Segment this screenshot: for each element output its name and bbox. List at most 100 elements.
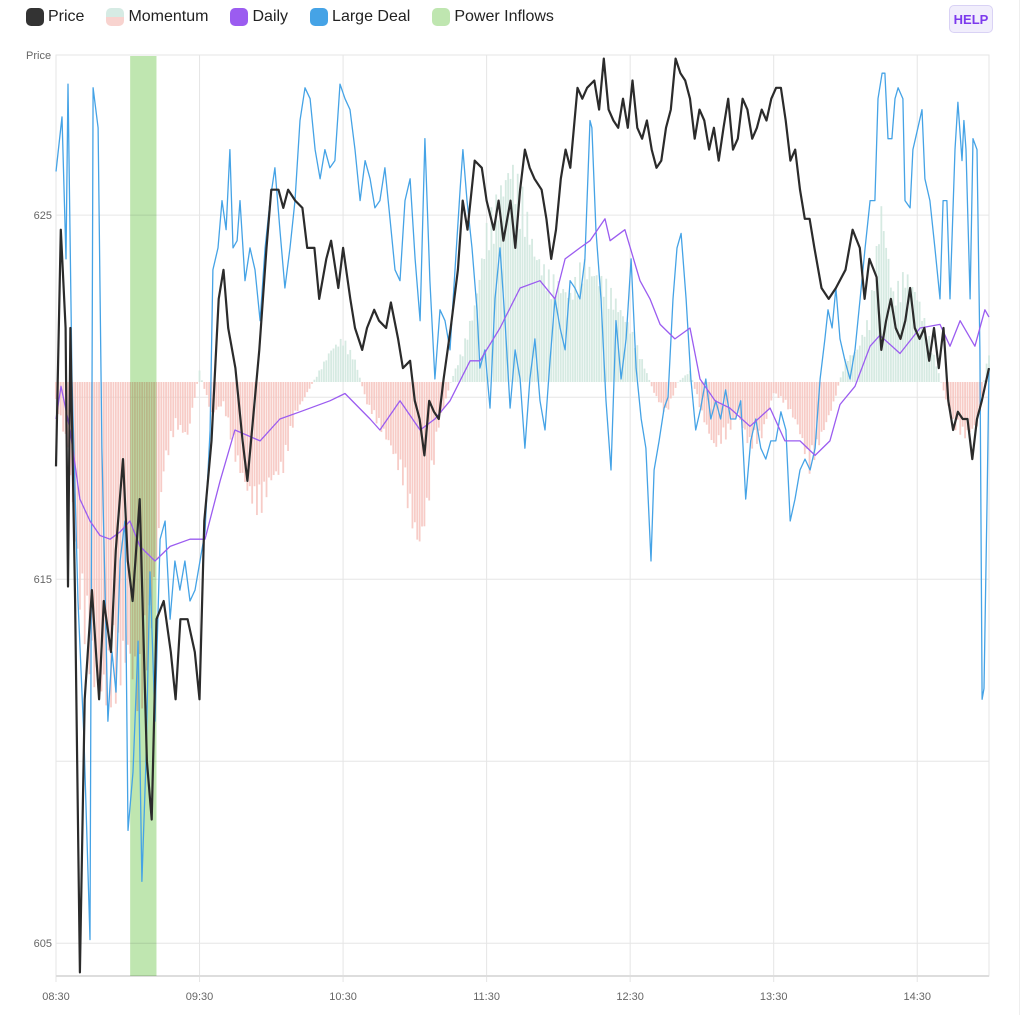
momentum-bar [361,382,364,387]
momentum-bar [88,382,91,675]
momentum-bar [330,350,333,382]
momentum-bar [906,274,909,382]
price-line [54,57,991,974]
y-axis-title: Price [26,50,51,62]
momentum-bar [323,361,325,382]
momentum-bar [184,382,187,433]
momentum-bar [880,206,883,382]
momentum-bar [248,382,251,487]
momentum-bar [454,368,457,382]
momentum-bar [193,382,196,398]
momentum-bar [674,382,677,388]
momentum-bar [179,382,182,425]
momentum-bar [332,348,335,382]
momentum-bar [868,330,871,382]
legend-item-daily[interactable]: Daily [230,8,288,26]
momentum-bar [605,278,608,382]
momentum-bar [595,275,598,382]
momentum-bar [189,382,191,424]
momentum-bar [461,356,464,382]
momentum-bar [406,382,409,509]
momentum-bar [765,382,768,419]
momentum-bar [256,382,258,516]
momentum-bar [870,290,873,382]
momentum-bar [210,382,213,413]
momentum-bar [528,244,531,382]
power-inflows-swatch-icon [432,8,451,26]
momentum-bar [672,382,675,396]
momentum-bar [909,288,911,382]
momentum-bar [313,379,316,382]
help-button[interactable]: HELP [949,5,993,33]
momentum-bar [626,322,629,382]
momentum-bar [806,382,809,449]
momentum-bar [516,173,519,382]
momentum-bar [579,262,581,382]
momentum-bar [98,382,100,684]
momentum-bar [799,382,801,435]
momentum-bar [476,293,478,382]
momentum-bar [976,382,978,427]
momentum-bar [882,231,885,382]
momentum-bar [569,292,572,382]
momentum-bar [545,290,548,382]
momentum-bar [201,380,203,382]
momentum-bar [586,279,588,382]
momentum-bar [279,382,282,462]
momentum-bar [933,354,935,382]
momentum-bar [734,382,737,420]
legend-item-large-deal[interactable]: Large Deal [310,8,410,26]
momentum-bar [497,220,500,382]
momentum-bar [464,338,466,382]
momentum-bar [923,318,926,382]
momentum-bar [858,345,861,382]
momentum-bar [523,236,526,382]
momentum-bar [918,301,921,382]
momentum-bar [770,382,773,401]
momentum-bar [710,382,713,441]
momentum-bar [655,382,658,397]
x-tick-label: 10:30 [329,991,357,1003]
momentum-bar [567,297,569,382]
momentum-bar [301,382,304,402]
momentum-bar [794,382,797,420]
momentum-bar [634,348,636,382]
momentum-bar [588,266,591,382]
legend-item-price[interactable]: Price [26,8,84,26]
legend-label: Momentum [128,8,209,25]
momentum-bar [887,258,890,382]
momentum-bar [622,316,624,382]
large-deal-line [55,72,990,941]
momentum-bar [303,382,306,398]
momentum-bar [820,382,823,432]
momentum-bar [968,382,971,432]
momentum-bar [815,382,818,440]
momentum-bar [93,382,96,688]
momentum-bar [593,276,596,382]
momentum-bar [514,204,517,382]
legend-item-momentum[interactable]: Momentum [106,8,208,26]
momentum-bar [227,382,230,418]
momentum-bar [366,382,368,405]
momentum-bar [291,382,294,428]
momentum-bar [937,373,940,382]
momentum-bar [318,370,321,382]
momentum-bar [890,287,892,382]
momentum-bar [753,382,756,431]
momentum-bar [253,382,256,487]
legend-item-power-inflows[interactable]: Power Inflows [432,8,554,26]
momentum-bar [244,382,246,482]
momentum-bar [732,382,734,420]
momentum-bar [512,164,514,382]
momentum-bar [823,382,825,431]
momentum-bar [839,377,842,382]
momentum-bar [413,382,416,523]
momentum-bar [346,354,349,382]
momentum-bar [610,287,612,382]
y-tick-label: 605 [34,938,52,950]
momentum-bar [698,382,701,408]
momentum-bar [294,382,297,411]
momentum-bar [576,295,579,382]
momentum-bar [392,382,395,455]
momentum-bar [775,382,777,394]
